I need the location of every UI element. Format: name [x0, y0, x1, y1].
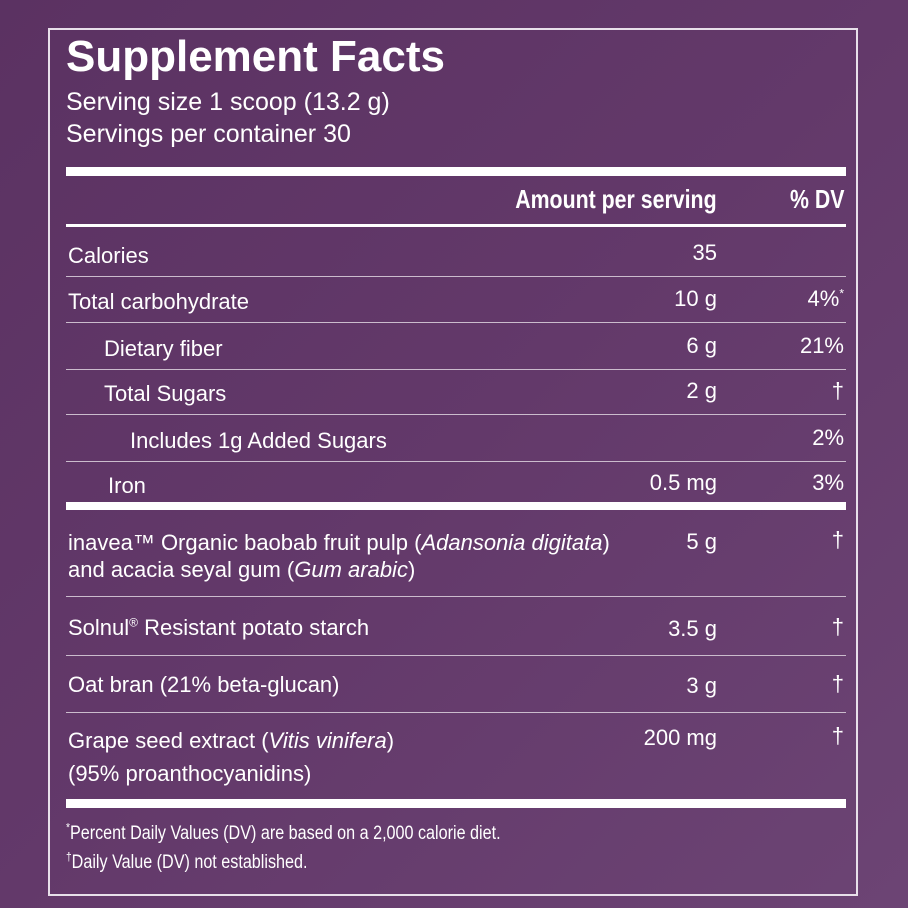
text-italic: Gum arabic — [294, 557, 408, 582]
servings-per-container: Servings per container 30 — [66, 120, 351, 148]
footnote-text: Percent Daily Values (DV) are based on a… — [69, 823, 501, 844]
text: and acacia seyal gum ( — [68, 557, 295, 582]
amount: 0.5 mg — [649, 470, 717, 495]
nutrient-name: Total Sugars — [104, 381, 227, 406]
text: ) — [602, 530, 610, 555]
dv: † — [831, 527, 844, 552]
row-rule — [66, 655, 846, 656]
thick-rule — [66, 502, 846, 510]
ingredient-name: inavea™ Organic baobab fruit pulp (Adans… — [68, 529, 610, 583]
row-rule — [66, 276, 846, 277]
dv-value: 21% — [799, 333, 844, 358]
text: Grape seed extract ( — [68, 728, 269, 753]
header-dv-text: % DV — [789, 184, 844, 214]
header-amount-text: Amount per serving — [515, 184, 717, 214]
text-italic: Vitis vinifera — [268, 728, 387, 753]
title: Supplement Facts — [66, 32, 445, 81]
row-rule — [66, 414, 846, 415]
dv-value: 4% — [807, 286, 840, 311]
dv: 2% — [812, 425, 844, 451]
dv: 3% — [812, 470, 844, 496]
row-rule — [66, 369, 846, 370]
row-rule — [66, 322, 846, 323]
text-italic: Adansonia digitata — [421, 530, 603, 555]
row-rule — [66, 596, 846, 597]
footnote-text: Daily Value (DV) not established. — [71, 852, 308, 873]
footnote: *Percent Daily Values (DV) are based on … — [66, 820, 577, 845]
registered-mark: ® — [129, 615, 138, 630]
nutrient-name: Iron — [108, 473, 146, 498]
footnote-symbol: † — [66, 849, 72, 864]
ingredient-name: Solnul® Resistant potato starch — [68, 615, 369, 641]
amount: 6 g — [686, 333, 717, 358]
nutrient-name: Includes 1g Added Sugars — [130, 428, 387, 453]
panel-border — [48, 28, 858, 896]
amount: 5 g — [686, 529, 717, 554]
header-amount: Amount per serving — [471, 184, 717, 215]
nutrient-name: Calories — [68, 243, 149, 268]
ingredient-name: Grape seed extract (Vitis vinifera) (95% … — [68, 724, 394, 790]
text: Resistant potato starch — [138, 615, 370, 640]
nutrient-name: Dietary fiber — [104, 336, 223, 361]
nutrient-name: Total carbohydrate — [68, 289, 249, 314]
text: Solnul — [68, 615, 130, 640]
dv-value: 3% — [812, 470, 844, 495]
footnote: †Daily Value (DV) not established. — [66, 849, 350, 874]
amount: 35 — [692, 240, 717, 265]
dv: 4%* — [808, 286, 844, 312]
thick-rule — [66, 799, 846, 808]
text: inavea™ Organic baobab fruit pulp ( — [68, 530, 422, 555]
dv: 21% — [800, 333, 844, 359]
text: ) — [407, 557, 416, 582]
text: Oat bran (21% beta-glucan) — [68, 672, 340, 697]
serving-size: Serving size 1 scoop (13.2 g) — [66, 88, 390, 116]
text: ) — [386, 728, 395, 753]
amount: 2 g — [686, 378, 717, 403]
dv-note: * — [839, 286, 844, 301]
dv: † — [831, 723, 844, 748]
footnote-symbol: * — [66, 820, 70, 835]
amount: 3 g — [686, 673, 717, 698]
dv: † — [831, 671, 844, 696]
text: (95% proanthocyanidins) — [68, 761, 312, 786]
amount: 3.5 g — [668, 616, 717, 641]
row-rule — [66, 461, 846, 462]
dv: † — [831, 614, 844, 639]
dv: † — [832, 378, 844, 404]
amount: 10 g — [674, 286, 717, 311]
row-rule — [66, 712, 846, 713]
thick-rule — [66, 167, 846, 176]
header-dv: % DV — [778, 184, 844, 215]
header-rule — [66, 224, 846, 227]
dv-value: 2% — [812, 425, 844, 450]
dv-value: † — [831, 378, 844, 403]
ingredient-name: Oat bran (21% beta-glucan) — [68, 672, 340, 698]
amount: 200 mg — [643, 725, 717, 750]
